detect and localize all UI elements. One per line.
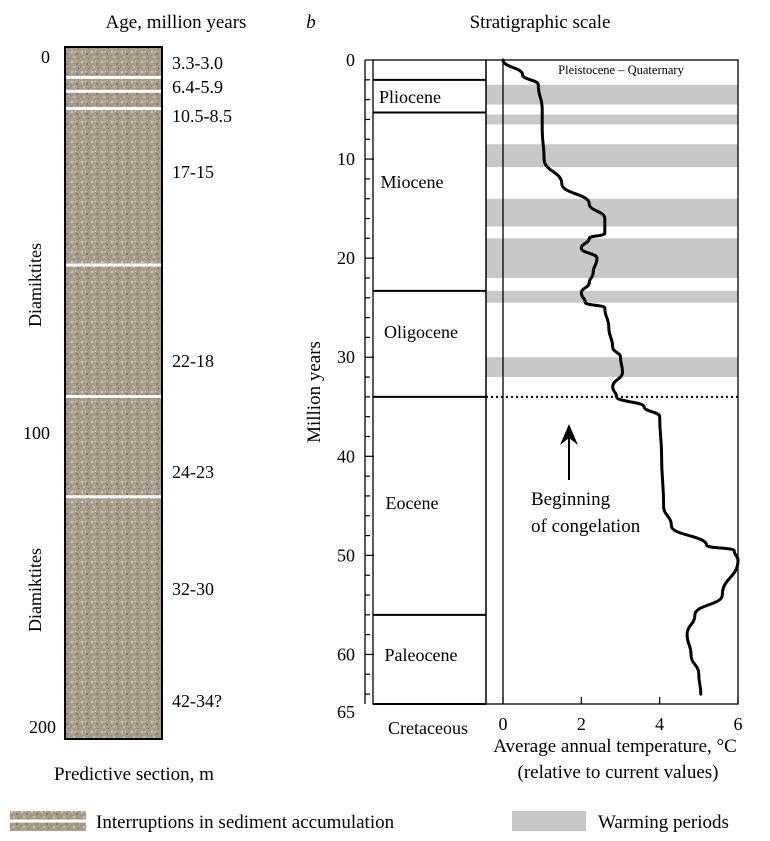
top-epoch-label: Pleistocene – Quaternary <box>558 63 684 77</box>
y-tick-label: 60 <box>337 644 355 664</box>
y-axis-label: Million years <box>304 341 325 443</box>
warming-band <box>486 198 738 227</box>
age-label: 17-15 <box>172 162 214 182</box>
legend: Interruptions in sediment accumulation W… <box>10 811 729 833</box>
x-tick-label: 4 <box>655 714 664 734</box>
epoch-label-oligocene: Oligocene <box>384 322 458 342</box>
panel-a-xlabel: Predictive section, m <box>54 764 214 785</box>
age-label: 3.3-3.0 <box>172 53 223 73</box>
sediment-column <box>64 46 163 740</box>
epoch-label-paleocene: Paleocene <box>385 645 458 665</box>
age-label: 6.4-5.9 <box>172 77 223 97</box>
warming-band <box>486 84 738 105</box>
x-tick-label: 0 <box>499 714 508 734</box>
y-tick-label: 50 <box>337 545 355 565</box>
y-tick-label: 40 <box>337 446 355 466</box>
age-label: 10.5-8.5 <box>172 106 232 126</box>
depth-tick-100: 100 <box>23 423 50 443</box>
x-tick-label: 2 <box>577 714 586 734</box>
legend-label-sediment: Interruptions in sediment accumulation <box>96 812 395 833</box>
legend-swatch-warming <box>512 811 586 831</box>
depth-tick-200: 200 <box>29 717 56 737</box>
x-axis-label-line1: Average annual temperature, °C <box>493 736 737 757</box>
panel-b-title: Stratigraphic scale <box>470 12 611 33</box>
epoch-boundaries <box>373 78 486 705</box>
side-label-diamiktites: Diamiktites <box>25 548 45 632</box>
interruption-lines <box>66 75 161 499</box>
epoch-column <box>372 59 487 705</box>
epoch-label-miocene: Miocene <box>381 172 444 192</box>
y-tick-label: 10 <box>337 149 355 169</box>
y-tick-label: 30 <box>337 347 355 367</box>
legend-label-warming: Warming periods <box>598 812 729 833</box>
warming-band <box>486 357 738 378</box>
annotation-line1: Beginning <box>531 489 611 510</box>
age-label: 42-34? <box>172 691 222 711</box>
plot-frame <box>485 59 739 705</box>
warming-band <box>486 238 738 278</box>
depth-tick-0: 0 <box>41 47 50 67</box>
age-label: 32-30 <box>172 579 214 599</box>
temperature-curve <box>501 58 740 696</box>
side-label-diamiktites: Diamiktites <box>25 243 45 327</box>
panel-a: Age, million years 0 100 200 3.3-3.0 6.4… <box>23 12 246 785</box>
y-tick-label: 20 <box>337 248 355 268</box>
epoch-label-pliocene: Pliocene <box>379 87 441 107</box>
warming-band <box>486 114 738 125</box>
y-tick-label: 65 <box>337 702 355 722</box>
panel-b: b Stratigraphic scale 0 10 20 30 40 50 6… <box>304 12 743 783</box>
warming-bands <box>486 84 738 378</box>
age-label: 22-18 <box>172 351 214 371</box>
epoch-label-eocene: Eocene <box>386 493 439 513</box>
up-arrow-icon <box>560 424 578 445</box>
warming-band <box>486 290 738 303</box>
warming-band <box>486 144 738 168</box>
x-tick-label: 6 <box>734 714 743 734</box>
annotation-line2: of congelation <box>531 516 641 537</box>
age-label: 24-23 <box>172 462 214 482</box>
x-ticks <box>502 697 739 704</box>
panel-letter: b <box>306 12 316 33</box>
panel-a-title: Age, million years <box>106 12 247 33</box>
x-axis-label-line2: (relative to current values) <box>518 762 719 783</box>
y-tick-label: 0 <box>346 50 355 70</box>
y-ticks <box>365 59 374 695</box>
epoch-label-cretaceous: Cretaceous <box>388 718 468 738</box>
